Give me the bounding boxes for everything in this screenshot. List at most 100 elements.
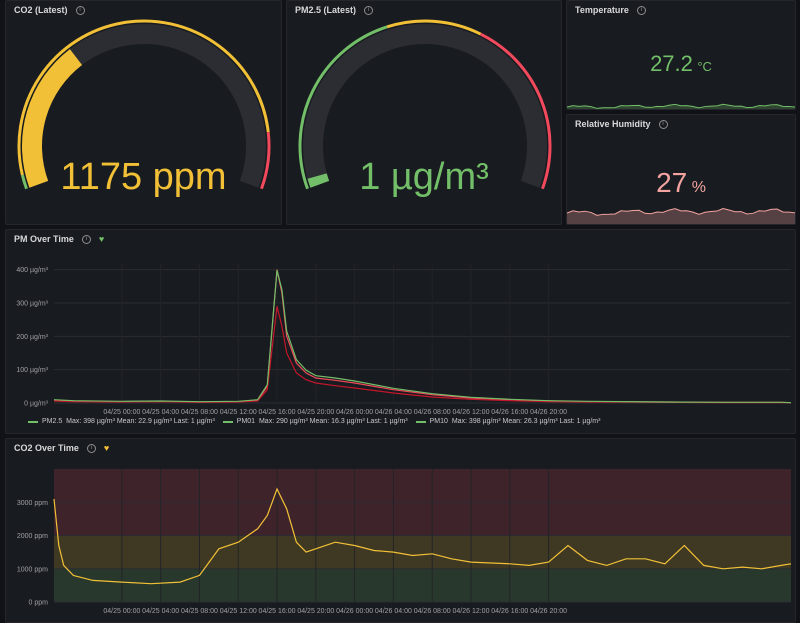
- x-tick-label: 04/25 08:00: [181, 409, 218, 416]
- heart-icon: ♥: [98, 233, 105, 244]
- series-line-co2: [53, 487, 792, 585]
- x-tick-label: 04/26 00:00: [336, 608, 373, 615]
- humidity-panel: Relative Humidity i 27 %: [566, 114, 796, 225]
- gauge-threshold-band: [20, 174, 28, 190]
- x-tick-label: 04/26 12:00: [452, 409, 489, 416]
- legend-name: PM01: [236, 418, 256, 425]
- co2-over-time-panel: CO2 Over Time i ♥ 0 ppm 1000 ppm 2000 ppm 3…: [5, 438, 796, 623]
- x-tick-label: 04/25 12:00: [220, 409, 257, 416]
- x-tick-label: 04/26 04:00: [375, 409, 412, 416]
- panel-header[interactable]: Relative Humidity i: [575, 119, 668, 129]
- panel-title: Relative Humidity: [575, 119, 651, 129]
- panel-header[interactable]: PM2.5 (Latest) i: [295, 5, 374, 15]
- sparkline-fill: [567, 208, 795, 224]
- x-tick-label: 04/25 12:00: [220, 608, 257, 615]
- legend-item-pm25[interactable]: PM2.5 Max: 398 µg/m³ Mean: 22.9 µg/m³ La…: [28, 418, 215, 425]
- gauge-threshold-band: [298, 25, 388, 190]
- x-tick-label: 04/25 16:00: [259, 608, 296, 615]
- temperature-sparkline: [567, 103, 795, 109]
- panel-header[interactable]: CO2 (Latest) i: [14, 5, 85, 15]
- y-tick-label: 2000 ppm: [17, 533, 48, 540]
- x-tick-label: 04/26 08:00: [414, 409, 451, 416]
- temperature-value: 27.2 °C: [567, 51, 795, 77]
- panel-header[interactable]: CO2 Over Time i ♥: [14, 443, 109, 453]
- panel-title: PM2.5 (Latest): [295, 5, 357, 15]
- x-tick-label: 04/25 08:00: [181, 608, 218, 615]
- x-tick-label: 04/25 16:00: [259, 409, 296, 416]
- humidity-sparkline: [567, 207, 795, 224]
- gauge-value-arc: [307, 173, 330, 188]
- co2-chart: 0 ppm 1000 ppm 2000 ppm 3000 ppm 04/25 00:00…: [17, 469, 792, 615]
- panel-title: CO2 Over Time: [14, 443, 79, 453]
- x-tick-label: 04/25 20:00: [297, 409, 334, 416]
- sparkline-fill: [567, 104, 795, 109]
- x-tick-label: 04/25 04:00: [142, 409, 179, 416]
- series-line-pm10: [53, 270, 792, 404]
- legend-stats: Max: 398 µg/m³ Mean: 22.9 µg/m³ Last: 1 …: [66, 418, 215, 425]
- legend-item-pm10[interactable]: PM10 Max: 398 µg/m³ Mean: 26.3 µg/m³ Las…: [415, 418, 601, 425]
- y-tick-label: 300 µg/m³: [16, 301, 48, 308]
- humidity-value: 27 %: [567, 167, 795, 199]
- legend-stats: Max: 290 µg/m³ Mean: 16.3 µg/m³ Last: 1 …: [258, 418, 408, 425]
- heart-icon: ♥: [103, 442, 110, 453]
- x-tick-label: 04/26 04:00: [375, 608, 412, 615]
- threshold-band: [54, 535, 791, 569]
- x-tick-label: 04/26 20:00: [530, 409, 567, 416]
- x-tick-label: 04/26 16:00: [491, 608, 528, 615]
- pm-legend: PM2.5 Max: 398 µg/m³ Mean: 22.9 µg/m³ La…: [28, 418, 608, 425]
- pm-over-time-panel: PM Over Time i ♥ 0 µg/m³ 100 µg/m³ 200 µg/…: [5, 229, 796, 434]
- panel-title: CO2 (Latest): [14, 5, 68, 15]
- x-tick-label: 04/25 20:00: [297, 608, 334, 615]
- legend-item-pm01[interactable]: PM01 Max: 290 µg/m³ Mean: 16.3 µg/m³ Las…: [222, 418, 408, 425]
- legend-stats: Max: 398 µg/m³ Mean: 26.3 µg/m³ Last: 1 …: [451, 418, 601, 425]
- legend-name: PM10: [429, 418, 448, 425]
- y-tick-label: 1000 ppm: [17, 566, 48, 573]
- x-tick-label: 04/26 12:00: [452, 608, 489, 615]
- x-tick-label: 04/25 04:00: [142, 608, 179, 615]
- y-tick-label: 0 µg/m³: [24, 401, 49, 408]
- info-icon[interactable]: i: [658, 119, 668, 129]
- x-tick-label: 04/25 00:00: [103, 608, 140, 615]
- threshold-band: [54, 568, 791, 602]
- pm25-gauge-panel: PM2.5 (Latest) i 1 µg/m³: [286, 0, 562, 225]
- panel-header[interactable]: PM Over Time i ♥: [14, 234, 104, 244]
- pm-chart: 0 µg/m³ 100 µg/m³ 200 µg/m³ 300 µg/m³ 400 µg…: [16, 263, 792, 416]
- legend-name: PM2.5: [42, 418, 63, 425]
- pm25-value: 1 µg/m³: [359, 156, 489, 198]
- x-tick-label: 04/26 16:00: [491, 409, 528, 416]
- info-icon[interactable]: i: [81, 234, 91, 244]
- gauge-value-arc: [22, 49, 83, 188]
- gauge-threshold-band: [260, 131, 271, 190]
- info-icon[interactable]: i: [364, 5, 374, 15]
- humidity-number: 27: [656, 167, 688, 198]
- humidity-unit: %: [691, 179, 706, 196]
- panel-title: PM Over Time: [14, 234, 74, 244]
- gauge-threshold-band: [17, 19, 270, 176]
- x-tick-label: 04/26 08:00: [414, 608, 451, 615]
- x-tick-label: 04/25 00:00: [103, 409, 140, 416]
- info-icon[interactable]: i: [86, 443, 96, 453]
- temperature-unit: °C: [697, 59, 712, 74]
- temperature-number: 27.2: [650, 51, 693, 76]
- info-icon[interactable]: i: [75, 5, 85, 15]
- sparkline-line: [567, 103, 795, 109]
- panel-title: Temperature: [575, 5, 629, 15]
- sparkline-line: [567, 207, 795, 216]
- y-tick-label: 0 ppm: [29, 600, 49, 607]
- series-line-pm01: [53, 306, 791, 404]
- gauge-track: [303, 24, 547, 188]
- gauge-threshold-band: [479, 32, 552, 190]
- panel-header[interactable]: Temperature i: [575, 5, 646, 15]
- x-tick-label: 04/26 20:00: [530, 608, 567, 615]
- temperature-panel: Temperature i 27.2 °C: [566, 0, 796, 110]
- gauge-threshold-band: [386, 19, 482, 36]
- info-icon[interactable]: i: [636, 5, 646, 15]
- pm25-gauge: [298, 19, 552, 190]
- y-tick-label: 100 µg/m³: [16, 367, 48, 374]
- co2-gauge-panel: CO2 (Latest) i 1175 ppm: [5, 0, 282, 225]
- co2-gauge: [17, 19, 271, 190]
- co2-value: 1175 ppm: [60, 156, 227, 198]
- x-tick-label: 04/26 00:00: [336, 409, 373, 416]
- y-tick-label: 400 µg/m³: [16, 267, 48, 274]
- y-tick-label: 200 µg/m³: [16, 334, 48, 341]
